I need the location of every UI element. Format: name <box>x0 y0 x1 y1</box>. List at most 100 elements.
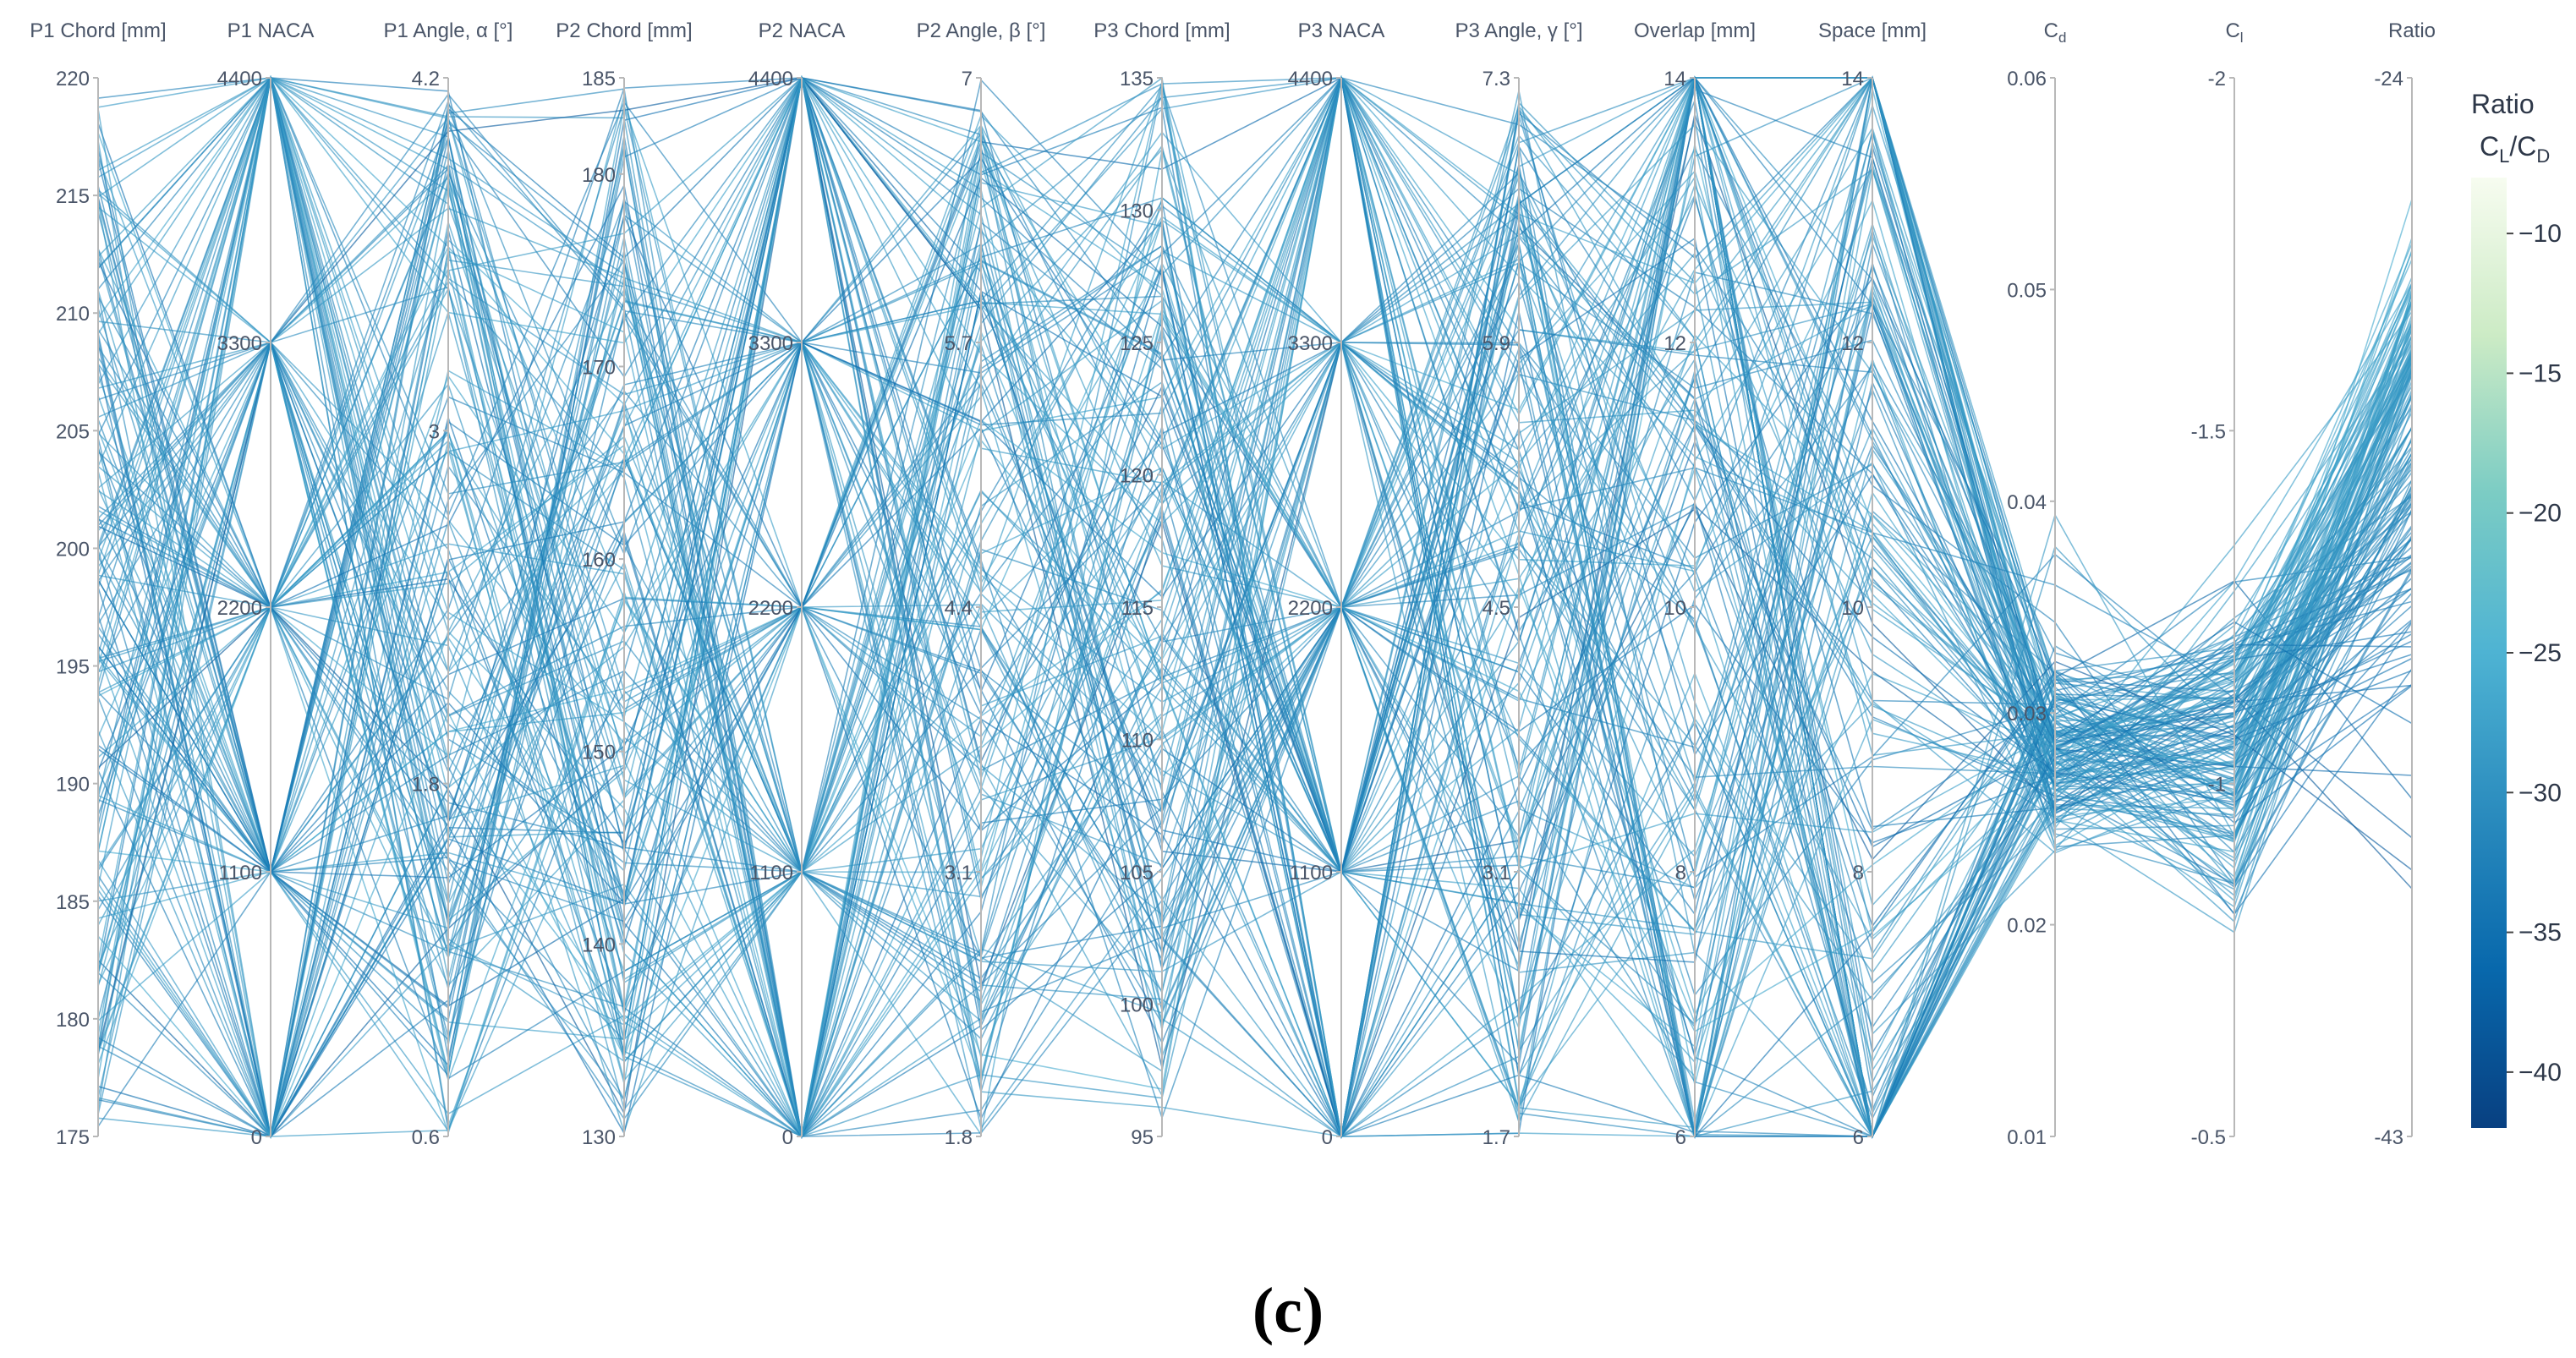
axis-title: Overlap [mm] <box>1634 19 1756 42</box>
axis-8[interactable]: P3 Angle, γ [°] 1.7 3.1 4.5 5.9 7.3 <box>1455 19 1582 1149</box>
axis-tick-label: 3300 <box>1288 332 1333 355</box>
data-polyline <box>97 75 2413 1084</box>
axis-tick-label: 100 <box>1120 994 1154 1017</box>
axis-tick-label: 140 <box>582 934 616 956</box>
figure-caption: (c) <box>1252 1275 1324 1346</box>
axis-tick-label: 3 <box>429 420 440 443</box>
colorbar-tick-label: −35 <box>2518 919 2562 947</box>
axis-tick-label: 220 <box>56 68 90 90</box>
axis-tick-label: 3.1 <box>1483 862 1510 884</box>
data-polyline <box>97 77 2413 816</box>
axis-13[interactable]: Ratio -43 -24 <box>2374 19 2436 1149</box>
axis-6[interactable]: P3 Chord [mm] 95 100 105 110 115 120 125 130 135 <box>1093 19 1230 1149</box>
colorbar-tick-label: −15 <box>2518 359 2562 387</box>
axis-tick-label: 5.7 <box>945 332 973 355</box>
axis-3[interactable]: P2 Chord [mm] 130 140 150 160 170 180 185 <box>556 19 692 1149</box>
axis-0[interactable]: P1 Chord [mm] 175 180 185 190 195 200 205 210 215… <box>30 19 166 1149</box>
axis-2[interactable]: P1 Angle, α [°] 0.6 1.8 3 4.2 <box>384 19 513 1149</box>
data-polyline <box>97 74 2413 1138</box>
axis-tick-label: 175 <box>56 1126 90 1149</box>
axis-title: P1 NACA <box>227 19 315 42</box>
data-polyline <box>97 76 2413 1138</box>
axis-tick-label: 1100 <box>218 862 262 884</box>
axis-5[interactable]: P2 Angle, β [°] 1.8 3.1 4.4 5.7 7 <box>917 19 1046 1149</box>
axis-tick-label: 2200 <box>1288 597 1333 620</box>
axis-tick-label: 105 <box>1120 862 1154 884</box>
axis-tick-label: 0.04 <box>2007 491 2047 514</box>
data-polyline <box>97 75 2413 1099</box>
axis-tick-label: 0.01 <box>2007 1126 2047 1149</box>
axis-tick-label: 125 <box>1120 332 1154 355</box>
colorbar-tick-label: −10 <box>2518 220 2562 248</box>
data-polyline <box>97 77 2413 1139</box>
axis-tick-label: 185 <box>582 68 616 90</box>
axis-tick-label: 2200 <box>748 597 793 620</box>
data-polyline <box>97 77 2413 1137</box>
data-polyline <box>97 134 2413 1139</box>
axis-11[interactable]: Cd 0.01 0.02 0.03 0.04 0.05 0.06 <box>2007 19 2066 1149</box>
axis-title: P3 Angle, γ [°] <box>1455 19 1582 42</box>
axis-tick-label: 130 <box>1120 200 1154 223</box>
axis-tick-label: -43 <box>2374 1126 2403 1149</box>
axis-tick-label: 14 <box>1663 68 1686 90</box>
axis-tick-label: 115 <box>1121 597 1154 620</box>
axis-tick-label: 4.4 <box>945 597 973 620</box>
axis-tick-label: 210 <box>56 303 90 326</box>
data-polyline <box>97 76 2413 923</box>
axis-title: Cd <box>2044 19 2067 46</box>
data-polyline <box>97 169 2413 1129</box>
axis-tick-label: 4400 <box>217 68 262 90</box>
data-polyline <box>97 76 2413 1137</box>
data-polyline <box>97 145 2413 1139</box>
axis-tick-label: 95 <box>1131 1126 1154 1149</box>
data-polyline <box>97 75 2413 1120</box>
data-polyline <box>97 81 2413 1138</box>
axis-tick-label: -1 <box>2208 774 2226 797</box>
polyline-layer <box>97 74 2413 1140</box>
axis-tick-label: 205 <box>56 420 90 443</box>
axis-9[interactable]: Overlap [mm] 6 8 10 12 14 <box>1634 19 1756 1149</box>
axis-title: Ratio <box>2388 19 2436 42</box>
axis-title: P2 Chord [mm] <box>556 19 692 42</box>
data-polyline <box>97 76 2413 922</box>
axis-tick-label: 120 <box>1120 465 1154 488</box>
axis-tick-label: 215 <box>56 185 90 208</box>
axis-tick-label: 8 <box>1675 862 1686 884</box>
axis-12[interactable]: Cl -0.5 -1 -1.5 -2 <box>2191 19 2244 1149</box>
axis-title: P1 Chord [mm] <box>30 19 166 42</box>
axis-tick-label: 2200 <box>217 597 262 620</box>
axis-4[interactable]: P2 NACA 0 1100 2200 3300 4400 <box>748 19 846 1149</box>
axis-tick-label: 0 <box>251 1126 262 1149</box>
axis-tick-label: 14 <box>1841 68 1864 90</box>
axis-10[interactable]: Space [mm] 6 8 10 12 14 <box>1818 19 1927 1149</box>
axis-tick-label: 10 <box>1663 597 1686 620</box>
axis-tick-label: 1100 <box>1289 862 1333 884</box>
axis-tick-label: 12 <box>1841 332 1864 355</box>
data-polyline <box>97 144 2413 1138</box>
axis-title: P2 NACA <box>759 19 846 42</box>
axis-tick-label: 180 <box>56 1009 90 1032</box>
axis-title: P2 Angle, β [°] <box>917 19 1046 42</box>
axis-7[interactable]: P3 NACA 0 1100 2200 3300 4400 <box>1288 19 1385 1149</box>
colorbar-subtitle: CL/CD <box>2480 131 2550 167</box>
axis-tick-label: 4.5 <box>1483 597 1510 620</box>
axis-tick-label: -24 <box>2374 68 2403 90</box>
data-polyline <box>97 261 2413 1138</box>
colorbar-tick-label: −40 <box>2518 1059 2562 1087</box>
axis-tick-label: 3300 <box>217 332 262 355</box>
axis-tick-label: 6 <box>1853 1126 1864 1149</box>
data-polyline <box>97 77 2413 1139</box>
data-polyline <box>97 76 2413 1098</box>
axis-tick-label: -0.5 <box>2191 1126 2226 1149</box>
data-polyline <box>97 199 2413 1137</box>
axis-tick-label: 1100 <box>749 862 793 884</box>
data-polyline <box>97 76 2413 1137</box>
data-polyline <box>97 76 2413 986</box>
data-polyline <box>97 76 2413 1063</box>
axis-tick-label: 0.03 <box>2007 703 2047 726</box>
data-polyline <box>97 238 2413 1138</box>
axis-tick-label: 5.9 <box>1483 332 1510 355</box>
axes-layer: P1 Chord [mm] 175 180 185 190 195 200 205 210 215… <box>30 19 2436 1149</box>
axis-tick-label: 3300 <box>748 332 793 355</box>
axis-1[interactable]: P1 NACA 0 1100 2200 3300 4400 <box>217 19 315 1149</box>
